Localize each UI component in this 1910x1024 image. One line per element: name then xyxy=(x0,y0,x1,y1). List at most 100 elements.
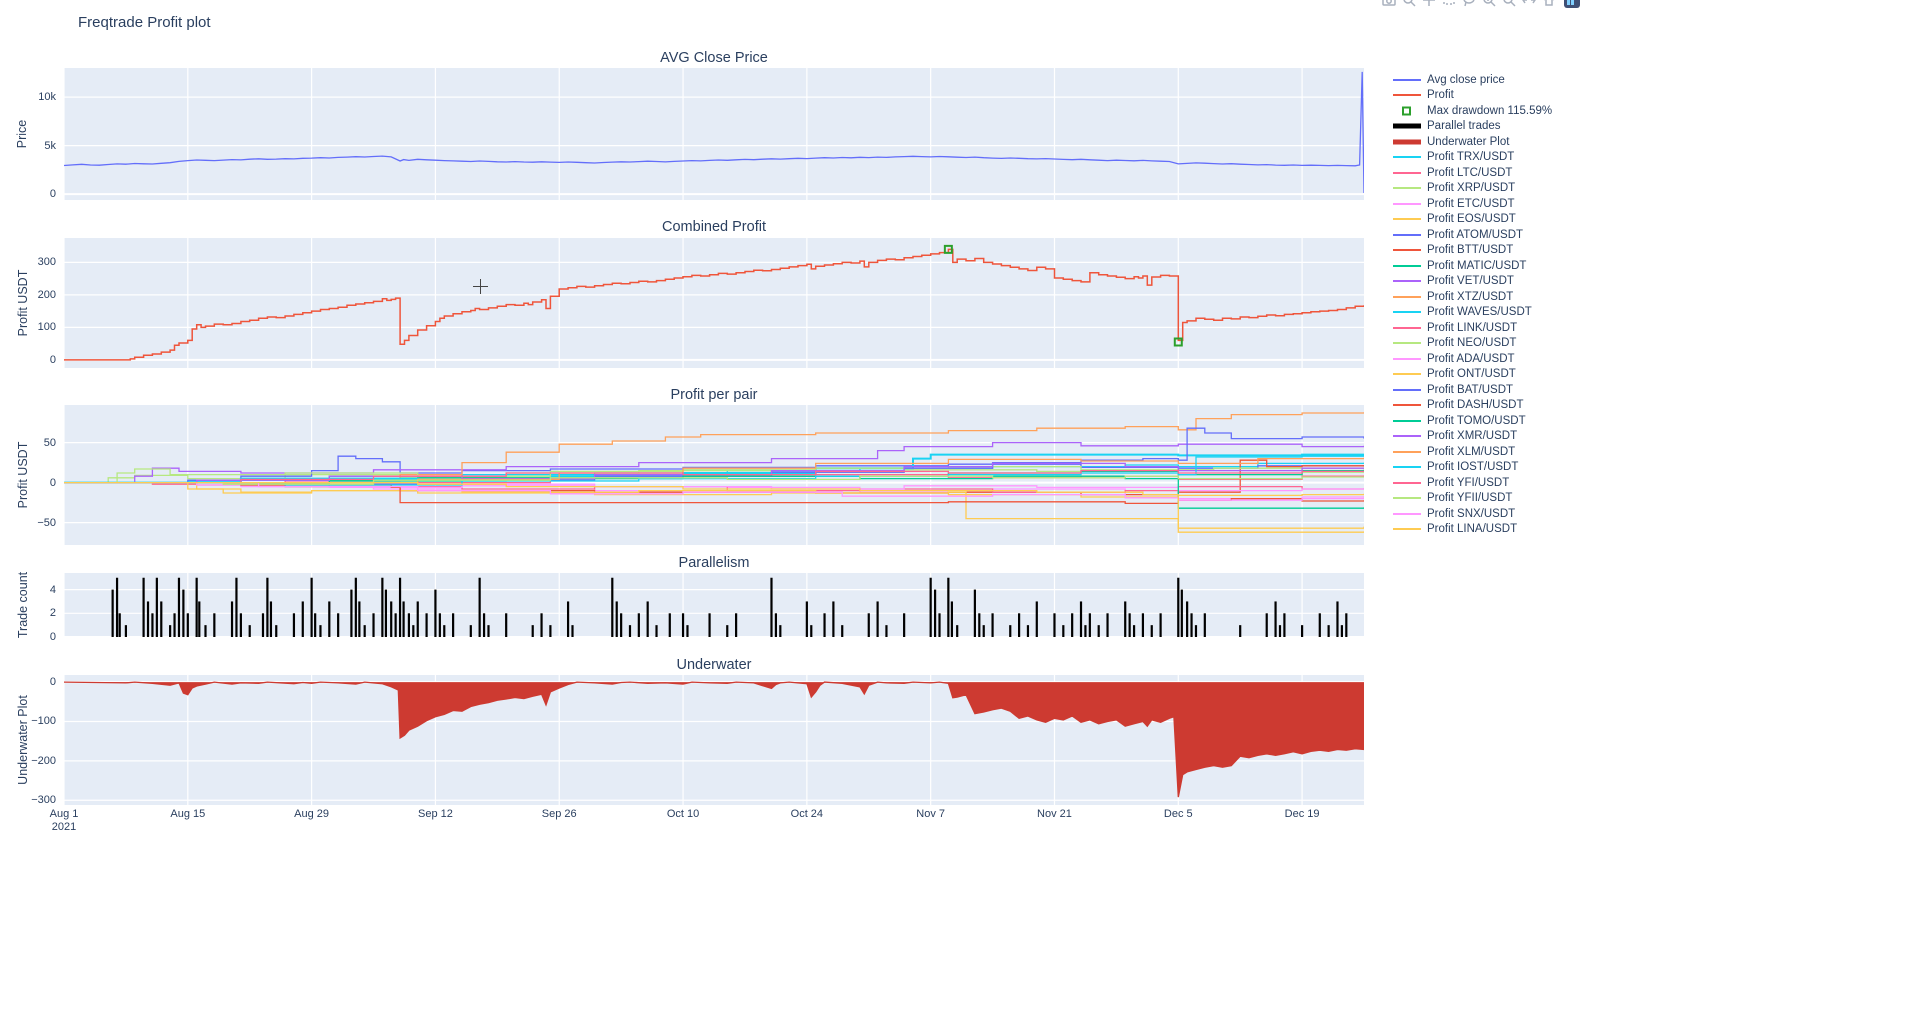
legend-item[interactable]: Profit xyxy=(1392,88,1552,104)
legend-label: Profit WAVES/USDT xyxy=(1427,306,1532,319)
y-tick-label: 0 xyxy=(49,631,56,643)
legend-item[interactable]: Profit VET/USDT xyxy=(1392,274,1552,290)
legend-label: Profit YFII/USDT xyxy=(1427,492,1513,505)
legend-swatch xyxy=(1393,280,1421,283)
x-tick-label: Sep 12 xyxy=(417,808,453,820)
legend-item[interactable]: Profit TRX/USDT xyxy=(1392,150,1552,166)
y-tick-label: 10k xyxy=(38,91,56,104)
legend-item[interactable]: Profit BTT/USDT xyxy=(1392,243,1552,259)
plot-area-underwater[interactable] xyxy=(64,675,1364,805)
legend-item[interactable]: Profit XTZ/USDT xyxy=(1392,289,1552,305)
plot-area-parallelism[interactable] xyxy=(64,573,1364,637)
legend-swatch xyxy=(1393,233,1421,236)
subplot-title-parallelism: Parallelism xyxy=(678,555,750,571)
legend-label: Profit TOMO/USDT xyxy=(1427,414,1526,427)
legend-label: Profit YFI/USDT xyxy=(1427,476,1510,489)
x-tick-label: Aug 15 xyxy=(170,808,206,820)
legend-swatch xyxy=(1393,450,1421,453)
legend-item[interactable]: Profit XLM/USDT xyxy=(1392,444,1552,460)
legend-swatch xyxy=(1393,512,1421,515)
legend-item[interactable]: Profit YFI/USDT xyxy=(1392,475,1552,491)
y-tick-label: −50 xyxy=(37,516,56,529)
legend-label: Underwater Plot xyxy=(1427,135,1510,148)
zoom-out-icon[interactable] xyxy=(1500,0,1518,7)
legend-label: Profit NEO/USDT xyxy=(1427,337,1517,350)
zoom-in-icon[interactable] xyxy=(1480,0,1498,7)
legend-label: Profit XLM/USDT xyxy=(1427,445,1516,458)
legend-item[interactable]: Profit ETC/USDT xyxy=(1392,196,1552,212)
legend-item[interactable]: Profit ATOM/USDT xyxy=(1392,227,1552,243)
legend-swatch xyxy=(1393,311,1421,314)
legend-item[interactable]: Profit XMR/USDT xyxy=(1392,429,1552,445)
y-tick-label: 0 xyxy=(49,188,56,201)
legend-item[interactable]: Profit YFII/USDT xyxy=(1392,491,1552,507)
legend-swatch xyxy=(1393,528,1421,531)
legend-item[interactable]: Profit ONT/USDT xyxy=(1392,367,1552,383)
legend-swatch xyxy=(1393,171,1421,174)
pan-icon[interactable] xyxy=(1420,0,1438,7)
legend-item[interactable]: Profit DASH/USDT xyxy=(1392,398,1552,414)
legend-item[interactable]: Underwater Plot xyxy=(1392,134,1552,150)
y-tick-label: 4 xyxy=(49,583,56,596)
lasso-icon[interactable] xyxy=(1460,0,1478,7)
zoom-icon[interactable] xyxy=(1400,0,1418,7)
legend-item[interactable]: Profit NEO/USDT xyxy=(1392,336,1552,352)
legend-item[interactable]: Avg close price xyxy=(1392,72,1552,88)
legend-item[interactable]: Profit BAT/USDT xyxy=(1392,382,1552,398)
legend-item[interactable]: Profit WAVES/USDT xyxy=(1392,305,1552,321)
legend-item[interactable]: Profit ADA/USDT xyxy=(1392,351,1552,367)
legend-swatch xyxy=(1393,156,1421,159)
subplot-title-avg-close: AVG Close Price xyxy=(660,50,768,66)
legend-swatch xyxy=(1393,419,1421,422)
box-select-icon[interactable] xyxy=(1440,0,1458,7)
plot-area-profit-per-pair[interactable] xyxy=(64,405,1364,545)
legend-label: Profit SNX/USDT xyxy=(1427,507,1516,520)
yaxis-label-underwater: Underwater Plot xyxy=(16,695,30,785)
legend-label: Profit TRX/USDT xyxy=(1427,151,1515,164)
yaxis-label-price: Price xyxy=(15,119,29,149)
legend-item[interactable]: Profit SNX/USDT xyxy=(1392,506,1552,522)
subplot-title-profit-per-pair: Profit per pair xyxy=(670,387,758,403)
legend-swatch xyxy=(1393,481,1421,484)
legend-label: Profit EOS/USDT xyxy=(1427,213,1516,226)
subplot-title-combined-profit: Combined Profit xyxy=(662,219,766,235)
legend-label: Profit ADA/USDT xyxy=(1427,352,1515,365)
legend-swatch xyxy=(1393,123,1421,129)
legend-swatch xyxy=(1393,139,1421,145)
plot-area-combined-profit[interactable] xyxy=(64,238,1364,368)
legend-item[interactable]: Profit LINK/USDT xyxy=(1392,320,1552,336)
legend-item[interactable]: Profit LTC/USDT xyxy=(1392,165,1552,181)
autoscale-icon[interactable] xyxy=(1520,0,1538,7)
reset-axes-icon[interactable] xyxy=(1540,0,1558,7)
legend-label: Parallel trades xyxy=(1427,120,1501,133)
legend-label: Profit LINA/USDT xyxy=(1427,523,1518,536)
legend-item[interactable]: Profit TOMO/USDT xyxy=(1392,413,1552,429)
legend-swatch xyxy=(1393,295,1421,298)
y-tick-label: 100 xyxy=(37,321,56,334)
legend-swatch xyxy=(1393,388,1421,391)
legend-swatch xyxy=(1393,264,1421,267)
legend-swatch xyxy=(1393,202,1421,205)
legend-swatch xyxy=(1393,326,1421,329)
y-tick-label: 5k xyxy=(44,139,56,152)
legend-item[interactable]: Profit IOST/USDT xyxy=(1392,460,1552,476)
plotly-logo[interactable] xyxy=(1564,0,1580,8)
legend-item[interactable]: Profit MATIC/USDT xyxy=(1392,258,1552,274)
plot-area-avg-close-price[interactable] xyxy=(64,68,1364,200)
camera-icon[interactable] xyxy=(1380,0,1398,7)
legend-item[interactable]: Max drawdown 115.59% xyxy=(1392,103,1552,119)
legend-swatch xyxy=(1393,435,1421,438)
legend-label: Profit DASH/USDT xyxy=(1427,399,1524,412)
legend-item[interactable]: Profit LINA/USDT xyxy=(1392,522,1552,538)
x-tick-label: Nov 7 xyxy=(916,808,946,820)
legend-item[interactable]: Profit EOS/USDT xyxy=(1392,212,1552,228)
legend-item[interactable]: Parallel trades xyxy=(1392,119,1552,135)
y-tick-label: 2 xyxy=(49,607,56,620)
legend-label: Profit LTC/USDT xyxy=(1427,166,1513,179)
legend-label: Profit xyxy=(1427,89,1454,102)
legend-label: Max drawdown 115.59% xyxy=(1427,104,1553,117)
x-tick-label: Sep 26 xyxy=(541,808,577,820)
legend-swatch xyxy=(1393,78,1421,81)
y-tick-label: −100 xyxy=(31,715,56,728)
legend-item[interactable]: Profit XRP/USDT xyxy=(1392,181,1552,197)
